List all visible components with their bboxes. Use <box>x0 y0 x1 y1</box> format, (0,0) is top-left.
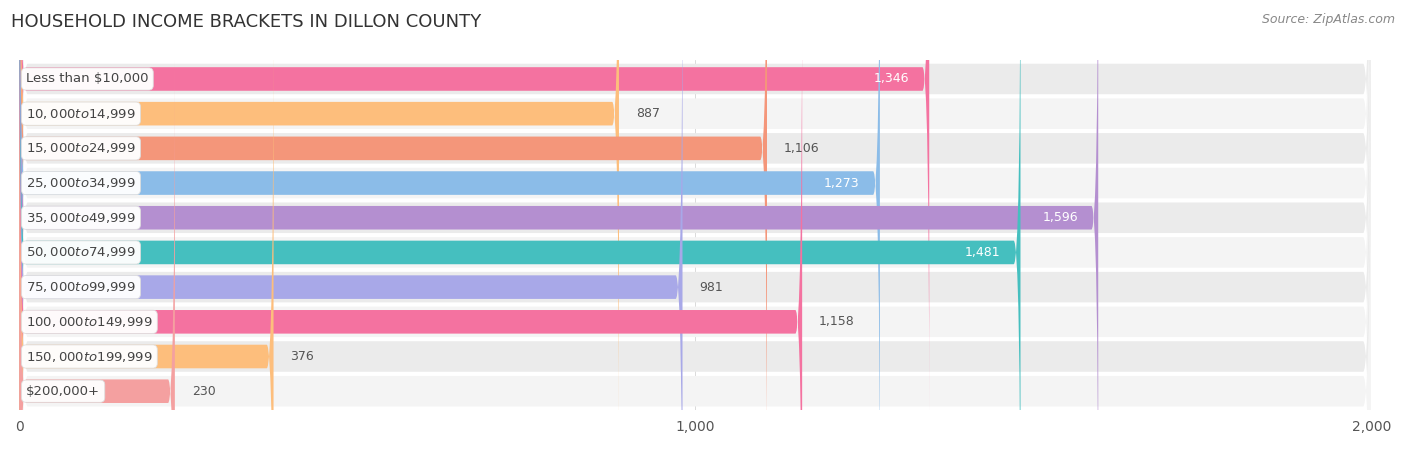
FancyBboxPatch shape <box>20 0 1371 449</box>
FancyBboxPatch shape <box>20 0 682 449</box>
FancyBboxPatch shape <box>20 0 1371 449</box>
FancyBboxPatch shape <box>20 0 803 449</box>
FancyBboxPatch shape <box>20 0 1371 449</box>
Text: 376: 376 <box>291 350 314 363</box>
Text: 230: 230 <box>191 385 215 398</box>
FancyBboxPatch shape <box>20 0 1021 449</box>
Text: HOUSEHOLD INCOME BRACKETS IN DILLON COUNTY: HOUSEHOLD INCOME BRACKETS IN DILLON COUN… <box>11 13 481 31</box>
FancyBboxPatch shape <box>20 0 1098 449</box>
Text: Less than $10,000: Less than $10,000 <box>27 72 149 85</box>
Text: $75,000 to $99,999: $75,000 to $99,999 <box>27 280 136 294</box>
FancyBboxPatch shape <box>20 0 880 449</box>
FancyBboxPatch shape <box>20 0 1371 449</box>
Text: 1,273: 1,273 <box>824 176 859 189</box>
FancyBboxPatch shape <box>20 0 1371 449</box>
Text: 981: 981 <box>699 281 723 294</box>
Text: 887: 887 <box>636 107 659 120</box>
Text: $150,000 to $199,999: $150,000 to $199,999 <box>27 349 153 364</box>
Text: 1,106: 1,106 <box>785 142 820 155</box>
FancyBboxPatch shape <box>20 22 274 449</box>
FancyBboxPatch shape <box>20 56 174 449</box>
Text: 1,596: 1,596 <box>1042 211 1078 224</box>
FancyBboxPatch shape <box>20 0 619 449</box>
Text: $35,000 to $49,999: $35,000 to $49,999 <box>27 211 136 225</box>
FancyBboxPatch shape <box>20 0 768 449</box>
FancyBboxPatch shape <box>20 0 1371 449</box>
FancyBboxPatch shape <box>20 0 929 414</box>
Text: 1,481: 1,481 <box>965 246 1000 259</box>
FancyBboxPatch shape <box>20 0 1371 449</box>
Text: $50,000 to $74,999: $50,000 to $74,999 <box>27 246 136 260</box>
Text: $200,000+: $200,000+ <box>27 385 100 398</box>
Text: $10,000 to $14,999: $10,000 to $14,999 <box>27 107 136 121</box>
Text: 1,158: 1,158 <box>820 315 855 328</box>
FancyBboxPatch shape <box>20 0 1371 449</box>
FancyBboxPatch shape <box>20 0 1371 449</box>
Text: $100,000 to $149,999: $100,000 to $149,999 <box>27 315 153 329</box>
Text: $25,000 to $34,999: $25,000 to $34,999 <box>27 176 136 190</box>
Text: 1,346: 1,346 <box>873 72 908 85</box>
FancyBboxPatch shape <box>20 0 1371 449</box>
Text: $15,000 to $24,999: $15,000 to $24,999 <box>27 141 136 155</box>
Text: Source: ZipAtlas.com: Source: ZipAtlas.com <box>1261 13 1395 26</box>
